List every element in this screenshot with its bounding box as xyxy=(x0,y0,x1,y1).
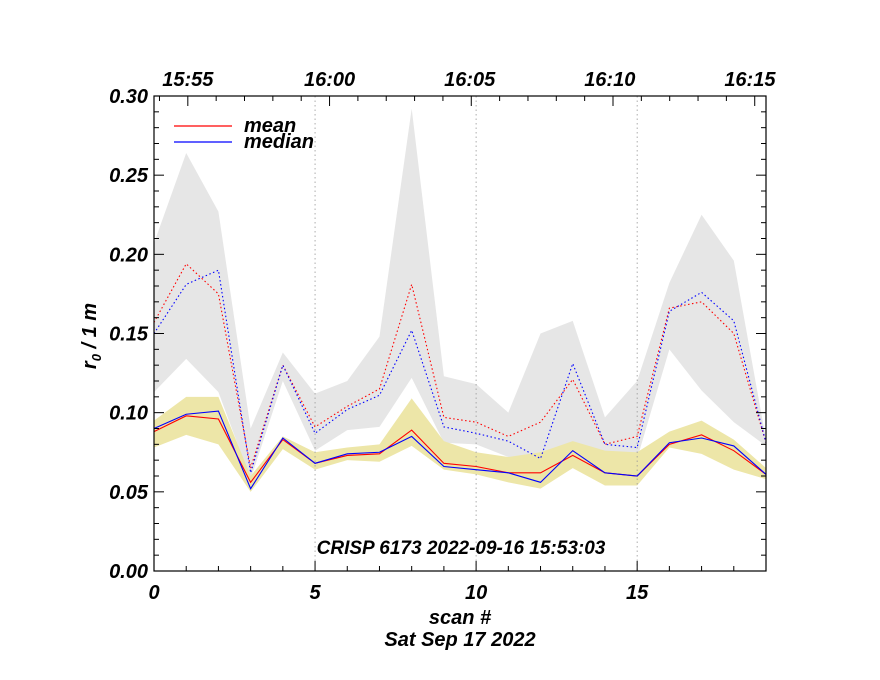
y-tick-label: 0.20 xyxy=(109,244,148,266)
x-tick-label: 15 xyxy=(626,582,649,604)
y-axis-label: r0 / 1 m xyxy=(79,303,104,369)
time-tick-label: 16:10 xyxy=(584,69,635,91)
y-tick-label: 0.25 xyxy=(109,165,149,187)
x-axis-label: scan # xyxy=(429,607,492,629)
y-tick-label: 0.15 xyxy=(109,324,149,346)
series-median-upper xyxy=(153,269,767,473)
time-tick-labels: 15:55 16:00 16:05 16:10 16:15 xyxy=(162,69,776,91)
axis-ticks xyxy=(153,95,767,572)
series-median xyxy=(153,410,767,490)
y-tick-label: 0.05 xyxy=(109,482,149,504)
time-tick-label: 16:15 xyxy=(724,69,776,91)
data-series xyxy=(153,262,767,490)
vertical-time-gridlines xyxy=(314,96,638,571)
x-tick-labels: 0 5 10 15 xyxy=(148,582,649,604)
spread-band-upper xyxy=(154,108,766,480)
y-tick-label: 0.30 xyxy=(109,86,148,108)
plot-bands xyxy=(154,108,766,492)
y-tick-labels: 0.00 0.05 0.10 0.15 0.20 0.25 0.30 xyxy=(109,86,149,583)
x-tick-label: 10 xyxy=(465,582,487,604)
y-axis-label-unit: / 1 m xyxy=(79,303,101,354)
date-subtitle: Sat Sep 17 2022 xyxy=(384,629,535,651)
series-mean xyxy=(153,415,767,484)
x-tick-label: 0 xyxy=(148,582,159,604)
legend-label-mean: mean xyxy=(244,115,296,137)
time-tick-label: 16:05 xyxy=(444,69,496,91)
legend-label-median: median xyxy=(244,131,314,153)
time-tick-label: 16:00 xyxy=(304,69,355,91)
y-tick-label: 0.00 xyxy=(109,561,148,583)
y-axis-label-r: r xyxy=(79,360,101,369)
x-tick-label: 5 xyxy=(309,582,321,604)
y-tick-label: 0.10 xyxy=(109,403,148,425)
time-tick-label: 15:55 xyxy=(162,69,214,91)
y-axis-label-subscript: 0 xyxy=(89,353,104,361)
legend: mean median xyxy=(174,115,314,153)
chart-title: CRISP 6173 2022-09-16 15:53:03 xyxy=(317,538,606,559)
spread-band-lower xyxy=(154,396,766,492)
